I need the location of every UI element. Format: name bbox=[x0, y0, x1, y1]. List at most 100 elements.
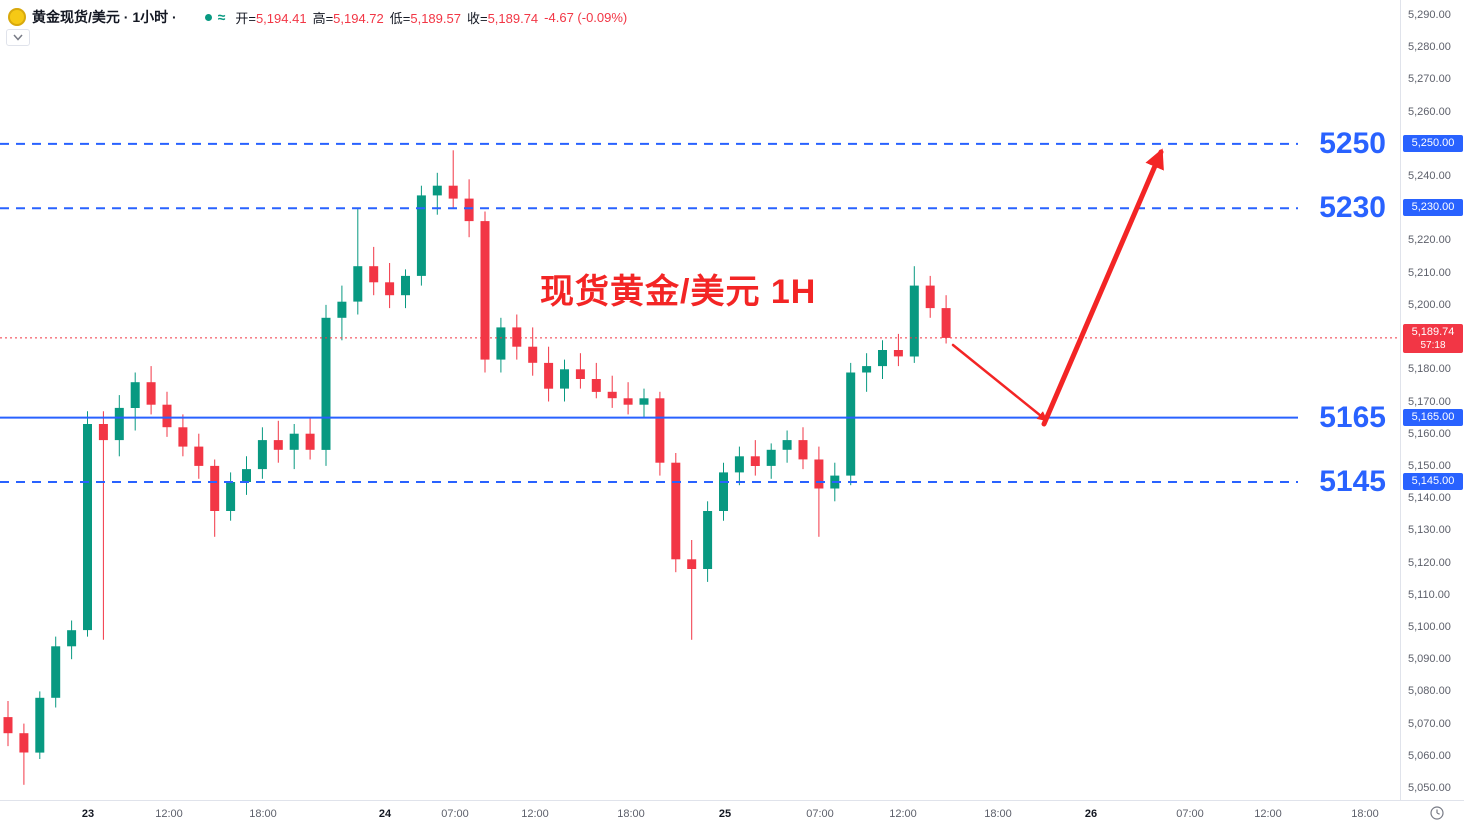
candle-body bbox=[178, 427, 188, 447]
price-axis-label: 5,160.00 bbox=[1408, 427, 1451, 440]
time-axis-label: 18:00 bbox=[249, 808, 277, 820]
price-axis-label: 5,260.00 bbox=[1408, 105, 1451, 118]
price-axis[interactable]: 5,250.00 5,230.00 5,165.00 5,145.00 5,290.00… bbox=[1400, 0, 1464, 800]
candle-body bbox=[639, 398, 649, 405]
candle-body bbox=[687, 559, 697, 569]
price-axis-label: 5,280.00 bbox=[1408, 41, 1451, 54]
time-axis-label: 26 bbox=[1084, 808, 1098, 820]
candle-body bbox=[98, 424, 108, 441]
candle-body bbox=[401, 275, 410, 296]
candle-body bbox=[909, 285, 919, 357]
chart-pane[interactable]: 5250 5230 5165 5145 现货黄金/美元 1H bbox=[0, 0, 1400, 800]
time-axis-label: 18:00 bbox=[984, 808, 1012, 820]
candle-body bbox=[560, 369, 569, 389]
candle-body bbox=[162, 404, 172, 428]
candle-body bbox=[257, 440, 267, 470]
candle-body bbox=[846, 372, 856, 476]
candle-body bbox=[893, 350, 903, 357]
price-axis-label: 5,110.00 bbox=[1408, 588, 1451, 601]
time-axis-label: 07:00 bbox=[806, 808, 834, 820]
candle-body bbox=[941, 308, 951, 338]
trend-arrow-2[interactable] bbox=[1041, 148, 1164, 427]
candle-body bbox=[798, 440, 808, 460]
level-label-5230[interactable]: 5230 bbox=[1319, 191, 1386, 225]
level-label-5250[interactable]: 5250 bbox=[1319, 126, 1386, 160]
candle-body bbox=[226, 482, 236, 511]
level-badge-5250: 5,250.00 bbox=[1403, 134, 1463, 152]
candle-body bbox=[51, 646, 61, 698]
bar-countdown: 57:18 bbox=[1420, 339, 1446, 351]
candle-body bbox=[385, 282, 395, 296]
candle-body bbox=[416, 195, 426, 276]
legend-collapse-button[interactable] bbox=[6, 29, 30, 46]
gold-coin-icon bbox=[8, 8, 26, 26]
time-axis-label: 23 bbox=[81, 808, 95, 820]
candle-body bbox=[3, 717, 13, 734]
close-value: 5,189.74 bbox=[487, 10, 539, 26]
candle-body bbox=[734, 456, 744, 473]
price-axis-label: 5,180.00 bbox=[1408, 363, 1451, 376]
chart-annotation[interactable]: 现货黄金/美元 1H bbox=[540, 273, 817, 311]
data-mode-icon[interactable]: ≈ bbox=[217, 9, 226, 25]
level-badge-5145: 5,145.00 bbox=[1403, 473, 1463, 491]
level-label-5145[interactable]: 5145 bbox=[1319, 465, 1386, 499]
candle-body bbox=[432, 185, 442, 196]
price-axis-label: 5,100.00 bbox=[1408, 620, 1451, 633]
price-axis-label: 5,220.00 bbox=[1408, 234, 1451, 247]
timezone-clock-icon[interactable] bbox=[1429, 805, 1445, 821]
price-axis-label: 5,170.00 bbox=[1408, 395, 1451, 408]
level-badge-5165: 5,165.00 bbox=[1403, 408, 1463, 426]
time-axis-label: 12:00 bbox=[521, 808, 549, 820]
time-axis-label: 18:00 bbox=[1351, 808, 1379, 820]
close-label: 收= bbox=[466, 10, 488, 26]
candle-body bbox=[210, 465, 220, 511]
candle-body bbox=[575, 369, 585, 379]
candle-body bbox=[83, 424, 92, 631]
candle-body bbox=[146, 382, 156, 405]
symbol-legend: 黄金现货/美元 · 1小时 · ≈ 开=5,194.41 高=5,194.72 … bbox=[8, 7, 627, 27]
candle-body bbox=[369, 266, 379, 283]
symbol-title[interactable]: 黄金现货/美元 · 1小时 · bbox=[32, 9, 177, 25]
market-status-icon[interactable] bbox=[204, 13, 212, 21]
chart-canvas[interactable] bbox=[0, 0, 1400, 800]
price-axis-label: 5,150.00 bbox=[1408, 459, 1451, 472]
candle-body bbox=[19, 733, 29, 753]
candle-body bbox=[289, 433, 299, 450]
price-axis-label: 5,090.00 bbox=[1408, 653, 1451, 666]
ohlc-open: 开=5,194.41 bbox=[235, 8, 306, 27]
level-label-5165[interactable]: 5165 bbox=[1319, 400, 1386, 434]
current-price-badge: 5,189.74 57:18 bbox=[1403, 323, 1463, 353]
clock-icon bbox=[1430, 806, 1444, 820]
price-axis-label: 5,060.00 bbox=[1408, 749, 1451, 762]
candle-body bbox=[114, 407, 124, 441]
price-axis-label: 5,240.00 bbox=[1408, 170, 1451, 183]
trend-arrow-1[interactable] bbox=[951, 343, 1048, 422]
price-axis-label: 5,050.00 bbox=[1408, 782, 1451, 794]
candle-body bbox=[305, 433, 315, 450]
candle-body bbox=[591, 379, 601, 392]
price-axis-label: 5,120.00 bbox=[1408, 556, 1451, 569]
time-axis-label: 07:00 bbox=[441, 808, 469, 820]
price-axis-label: 5,140.00 bbox=[1408, 492, 1451, 505]
candle-body bbox=[448, 185, 458, 199]
high-value: 5,194.72 bbox=[333, 10, 384, 26]
candle-body bbox=[273, 440, 283, 450]
time-axis-label: 24 bbox=[378, 808, 392, 820]
time-axis-label: 07:00 bbox=[1176, 808, 1204, 820]
candle-body bbox=[766, 449, 776, 466]
candle-body bbox=[67, 630, 77, 647]
candle-body bbox=[607, 391, 617, 399]
change-value: -4.67 (-0.09%) bbox=[544, 9, 628, 25]
time-axis-label: 18:00 bbox=[617, 808, 645, 820]
candle-body bbox=[130, 382, 140, 408]
candle-body bbox=[544, 362, 554, 389]
candle-body bbox=[719, 472, 728, 511]
candle-body bbox=[337, 301, 347, 318]
low-label: 低= bbox=[389, 10, 411, 26]
time-axis[interactable]: 23 12:00 18:00 24 07:00 12:00 18:00 25 07:00 12:0… bbox=[0, 800, 1464, 827]
time-axis-label: 12:00 bbox=[889, 808, 917, 820]
candle-body bbox=[750, 456, 760, 466]
current-price-value: 5,189.74 bbox=[1411, 325, 1455, 338]
price-axis-label: 5,070.00 bbox=[1408, 717, 1451, 730]
